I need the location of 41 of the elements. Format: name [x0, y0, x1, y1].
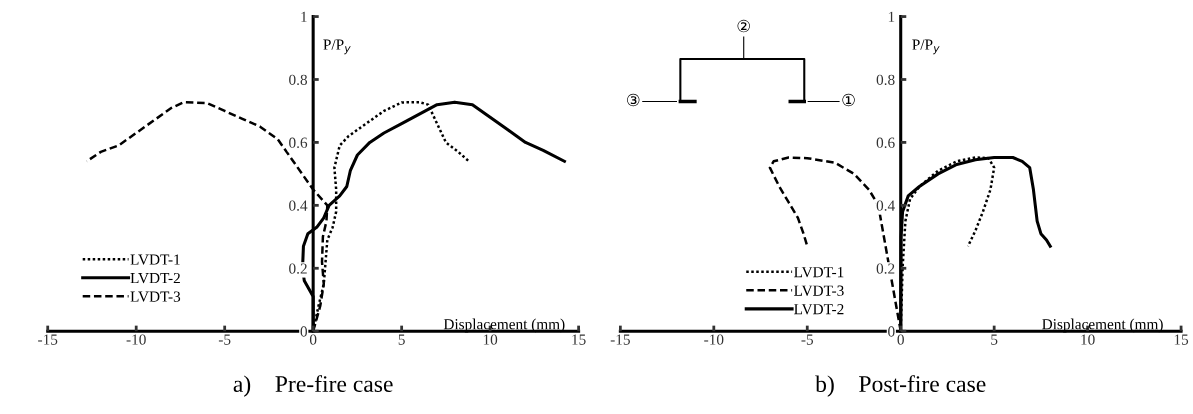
x-tick-label: 5	[398, 334, 405, 345]
x-tick-label: -10	[126, 334, 146, 345]
y-tick-label: 0.4	[876, 200, 895, 211]
annotation: ①	[842, 93, 855, 107]
legend-label: LVDT-3	[130, 291, 181, 302]
x-tick-label: 10	[483, 334, 498, 345]
y-tick-label: 0.4	[289, 200, 308, 211]
x-axis-title: Displacement (mm)	[443, 318, 565, 333]
y-tick-label: 0.6	[876, 137, 895, 148]
text: b) Post-fire case	[815, 375, 986, 397]
y-tick-label: 0	[888, 326, 895, 337]
legend-label: LVDT-3	[794, 285, 844, 296]
x-tick-label: -5	[801, 334, 814, 345]
x-tick-label: -15	[610, 334, 630, 345]
x-tick-label: -15	[38, 334, 58, 345]
y-axis-title: P/P$_{y}$	[323, 39, 351, 55]
x-tick-label: 0	[309, 334, 317, 345]
legend-label: LVDT-1	[794, 267, 844, 278]
x-axis-title: Displacement (mm)	[1042, 318, 1163, 333]
y-tick-label: 0.2	[876, 263, 895, 274]
x-tick-label: 15	[572, 334, 586, 345]
x-tick-label: 15	[1174, 334, 1189, 345]
annotation: ③	[627, 93, 640, 107]
y-tick-label: 0	[300, 326, 308, 337]
x-tick-label: 5	[991, 334, 998, 345]
y-tick-label: 0.8	[289, 74, 308, 86]
x-tick-label: -10	[704, 334, 724, 345]
legend-label: LVDT-1	[130, 254, 180, 265]
x-tick-label: 0	[897, 334, 904, 345]
x-tick-label: 10	[1081, 334, 1095, 345]
annotation: ②	[737, 19, 750, 33]
y-tick-label: 1	[301, 11, 307, 22]
y-tick-label: 0.2	[289, 263, 307, 274]
y-tick-label: 0.8	[876, 74, 895, 86]
y-tick-label: 1	[888, 11, 895, 22]
x-tick-label: -5	[218, 334, 231, 345]
y-tick-label: 0.6	[289, 137, 308, 148]
y-axis-title: P/P$_{y}$	[912, 39, 940, 55]
legend-label: LVDT-2	[130, 272, 180, 284]
text: a) Pre-fire case	[233, 375, 393, 397]
legend-label: LVDT-2	[794, 304, 844, 315]
